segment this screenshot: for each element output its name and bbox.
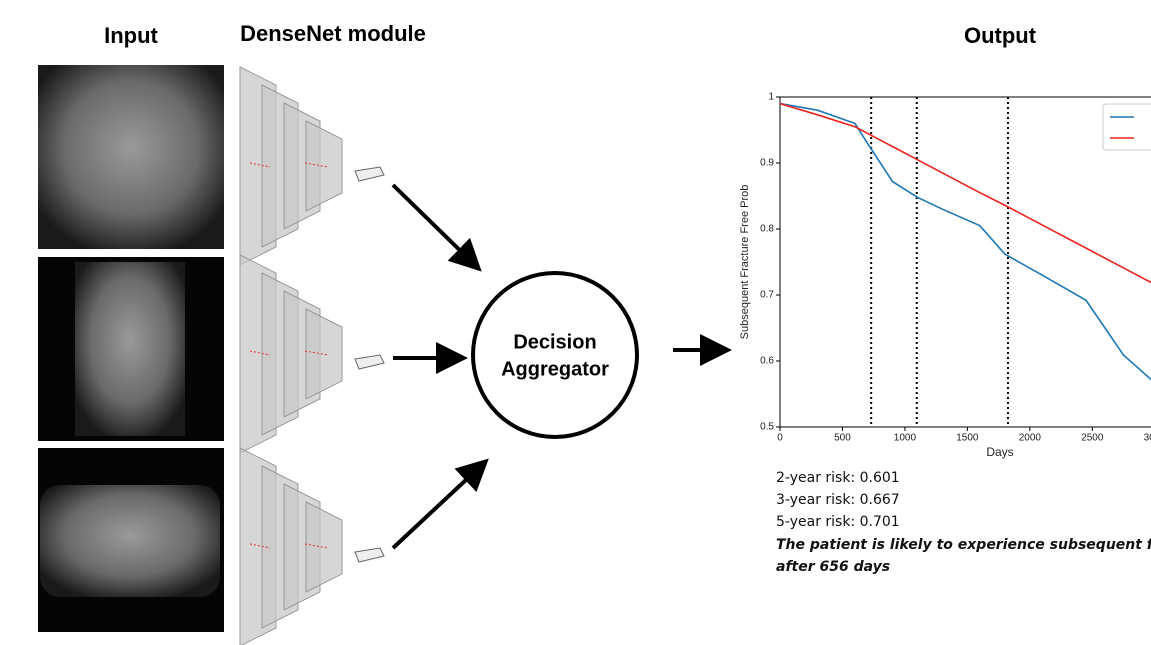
aggregator-circle [471, 271, 639, 439]
y-tick-label: 0.9 [760, 158, 774, 169]
y-tick-label: 0.6 [760, 356, 774, 367]
aggregator-label: Aggregator [501, 358, 609, 380]
y-tick-label: 0.8 [760, 224, 774, 235]
xray-image [40, 485, 220, 597]
aggregator-label: Decision [513, 331, 596, 353]
x-tick-label: 1500 [956, 433, 979, 444]
risk-text: 5-year risk: 0.701 [776, 514, 900, 530]
xray-image [75, 262, 185, 436]
connector [249, 162, 271, 168]
arrow [391, 183, 482, 272]
x-tick-label: 0 [777, 433, 783, 444]
xray-image [38, 65, 224, 249]
plot-frame [779, 96, 1151, 428]
risk-text: 2-year risk: 0.601 [776, 470, 900, 486]
x-axis-label: Days [986, 445, 1013, 459]
connector [249, 543, 271, 549]
y-tick-label: 1 [768, 92, 774, 103]
densenet-stacks [239, 66, 385, 645]
feature-map [305, 120, 343, 212]
input-header: Input [104, 23, 158, 48]
dense-output [354, 166, 385, 182]
arrow [391, 458, 489, 550]
output-header: Output [964, 23, 1037, 48]
conclusion: after 656 days [776, 559, 890, 575]
dense-output [354, 547, 385, 563]
series-line [779, 102, 1151, 381]
x-tick-label: 1000 [894, 433, 917, 444]
chart: Subsequent Fracture Free Prob Days 0.5 0.… [739, 92, 1151, 459]
x-tick-label: 3000 [1144, 433, 1151, 444]
y-tick-label: 0.7 [760, 290, 774, 301]
x-tick-label: 500 [834, 433, 851, 444]
legend-box [1102, 103, 1151, 151]
feature-map [305, 308, 343, 400]
y-axis-label: Subsequent Fracture Free Prob [739, 185, 751, 340]
dense-output [354, 354, 385, 370]
risk-text: 3-year risk: 0.667 [776, 492, 900, 508]
densenet-header: DenseNet module [240, 21, 426, 46]
connector [249, 350, 271, 356]
conclusion: The patient is likely to experience subs… [776, 537, 1151, 553]
series-line [779, 102, 1151, 284]
x-tick-label: 2500 [1081, 433, 1104, 444]
y-tick-label: 0.5 [760, 422, 774, 433]
x-tick-label: 2000 [1019, 433, 1042, 444]
feature-map [305, 501, 343, 593]
